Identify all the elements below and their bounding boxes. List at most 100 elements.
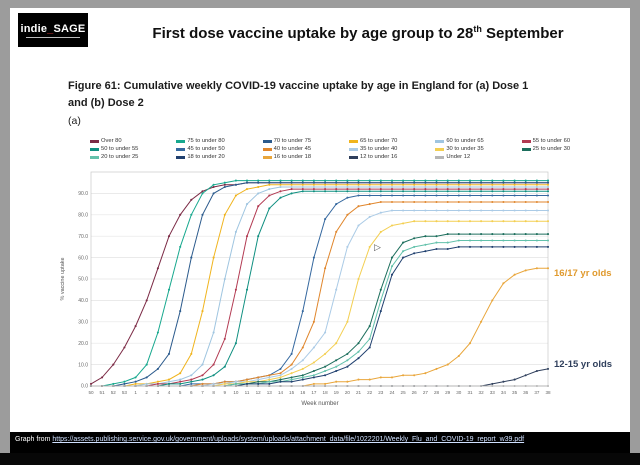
svg-text:17: 17: [311, 390, 317, 395]
svg-text:16: 16: [300, 390, 306, 395]
logo-text: indie_SAGE: [20, 22, 86, 35]
series-over-80: [89, 181, 550, 385]
legend-item: 40 to under 45: [262, 146, 345, 152]
svg-text:0.0: 0.0: [81, 384, 88, 390]
svg-text:90.0: 90.0: [78, 191, 88, 197]
video-player-bar: [0, 453, 640, 465]
svg-text:25: 25: [401, 390, 407, 395]
legend-label: 50 to under 55: [101, 146, 139, 152]
svg-text:52: 52: [111, 390, 117, 395]
legend-label: 75 to under 80: [187, 138, 225, 144]
svg-text:33: 33: [490, 390, 496, 395]
svg-text:32: 32: [479, 390, 485, 395]
legend-label: 25 to under 30: [532, 146, 571, 152]
legend-item: 60 to under 65: [435, 138, 517, 144]
legend-label: 70 to under 75: [273, 138, 312, 144]
figure-caption: Figure 61: Cumulative weekly COVID-19 va…: [68, 80, 529, 109]
svg-text:8: 8: [212, 390, 215, 395]
svg-text:40.0: 40.0: [78, 298, 88, 304]
svg-text:10: 10: [233, 390, 239, 395]
legend-swatch: [435, 139, 445, 143]
svg-text:20: 20: [345, 390, 351, 395]
mouse-cursor: ▷: [374, 242, 381, 252]
svg-text:51: 51: [100, 390, 106, 395]
legend-swatch: [435, 147, 445, 151]
svg-text:24: 24: [389, 390, 395, 395]
svg-text:19: 19: [334, 390, 340, 395]
svg-text:11: 11: [245, 390, 250, 395]
svg-text:3: 3: [157, 390, 160, 395]
legend-label: 12 to under 16: [360, 154, 398, 160]
svg-text:29: 29: [445, 390, 451, 395]
series-40-to-under-45: [89, 200, 550, 388]
legend-swatch: [349, 155, 358, 159]
citation-prefix: Graph from: [15, 436, 53, 443]
svg-text:12: 12: [256, 390, 262, 395]
legend-item: 30 to under 35: [435, 146, 517, 152]
series-50-to-under-55: [89, 190, 550, 388]
series-55-to-under-60: [89, 188, 550, 388]
legend-label: 20 to under 25: [101, 154, 139, 160]
svg-text:80.0: 80.0: [78, 213, 88, 219]
svg-text:30.0: 30.0: [78, 320, 88, 326]
svg-text:53: 53: [122, 390, 128, 395]
svg-text:26: 26: [412, 390, 418, 395]
legend-swatch: [90, 147, 99, 151]
svg-text:31: 31: [467, 390, 473, 395]
legend-item: 50 to under 55: [90, 146, 172, 152]
legend-item: 70 to under 75: [262, 138, 345, 144]
legend-label: 60 to under 65: [446, 138, 484, 144]
svg-text:60.0: 60.0: [78, 255, 88, 261]
svg-text:50: 50: [88, 390, 94, 395]
series-65-to-under-70: [89, 183, 550, 388]
series-30-to-under-35: [89, 220, 550, 388]
series-25-to-under-30: [89, 233, 550, 388]
x-axis-title: Week number: [301, 401, 338, 407]
legend-swatch: [176, 155, 186, 159]
panel-a-label: (a): [68, 115, 81, 127]
legend-swatch: [521, 139, 531, 143]
svg-text:7: 7: [201, 390, 204, 395]
legend-item: 65 to under 70: [349, 138, 431, 144]
chart-area: Over 80 75 to under 80 70 to under 75 65 to…: [56, 138, 622, 420]
svg-text:23: 23: [378, 390, 384, 395]
legend-label: 55 to under 60: [532, 138, 571, 144]
legend-item: Over 80: [90, 138, 172, 144]
legend-label: Over 80: [101, 138, 122, 144]
svg-text:18: 18: [323, 390, 329, 395]
legend-swatch: [90, 139, 99, 143]
legend-label: 18 to under 20: [187, 154, 225, 160]
svg-text:28: 28: [434, 390, 440, 395]
series-70-to-under-75: [89, 181, 550, 388]
legend-item: 16 to under 18: [262, 154, 345, 160]
svg-text:20.0: 20.0: [78, 341, 88, 347]
legend-item: 75 to under 80: [176, 138, 258, 144]
svg-text:37: 37: [534, 390, 540, 395]
citation-link[interactable]: https://assets.publishing.service.gov.uk…: [52, 436, 525, 443]
svg-text:38: 38: [545, 390, 551, 395]
logo-rule: [26, 36, 80, 38]
legend-item: 20 to under 25: [90, 154, 172, 160]
svg-text:5: 5: [179, 390, 182, 395]
svg-text:2: 2: [145, 390, 148, 395]
legend-swatch: [176, 139, 186, 143]
slide-title: First dose vaccine uptake by age group t…: [152, 24, 564, 42]
legend-item: 55 to under 60: [521, 138, 604, 144]
legend-swatch: [262, 147, 272, 151]
legend-swatch: [349, 139, 358, 143]
svg-text:27: 27: [423, 390, 429, 395]
svg-text:10.0: 10.0: [78, 362, 88, 368]
legend-swatch: [176, 147, 186, 151]
svg-text:1: 1: [134, 390, 137, 395]
svg-text:15: 15: [289, 390, 295, 395]
legend-item: 12 to under 16: [349, 154, 431, 160]
svg-text:21: 21: [356, 390, 362, 395]
series-60-to-under-65: [89, 185, 550, 388]
legend-item: 45 to under 50: [176, 146, 258, 152]
svg-text:50.0: 50.0: [78, 277, 88, 283]
chart-legend: Over 80 75 to under 80 70 to under 75 65 to…: [90, 138, 604, 160]
svg-text:35: 35: [512, 390, 518, 395]
svg-text:4: 4: [168, 390, 171, 395]
x-axis-labels: 50 51 52 53 1 2 3 4 5 6 7 8 9 10 11 12 13 14 15 16 17 18 19 20 2…: [88, 390, 551, 395]
gridlines: [91, 193, 548, 387]
